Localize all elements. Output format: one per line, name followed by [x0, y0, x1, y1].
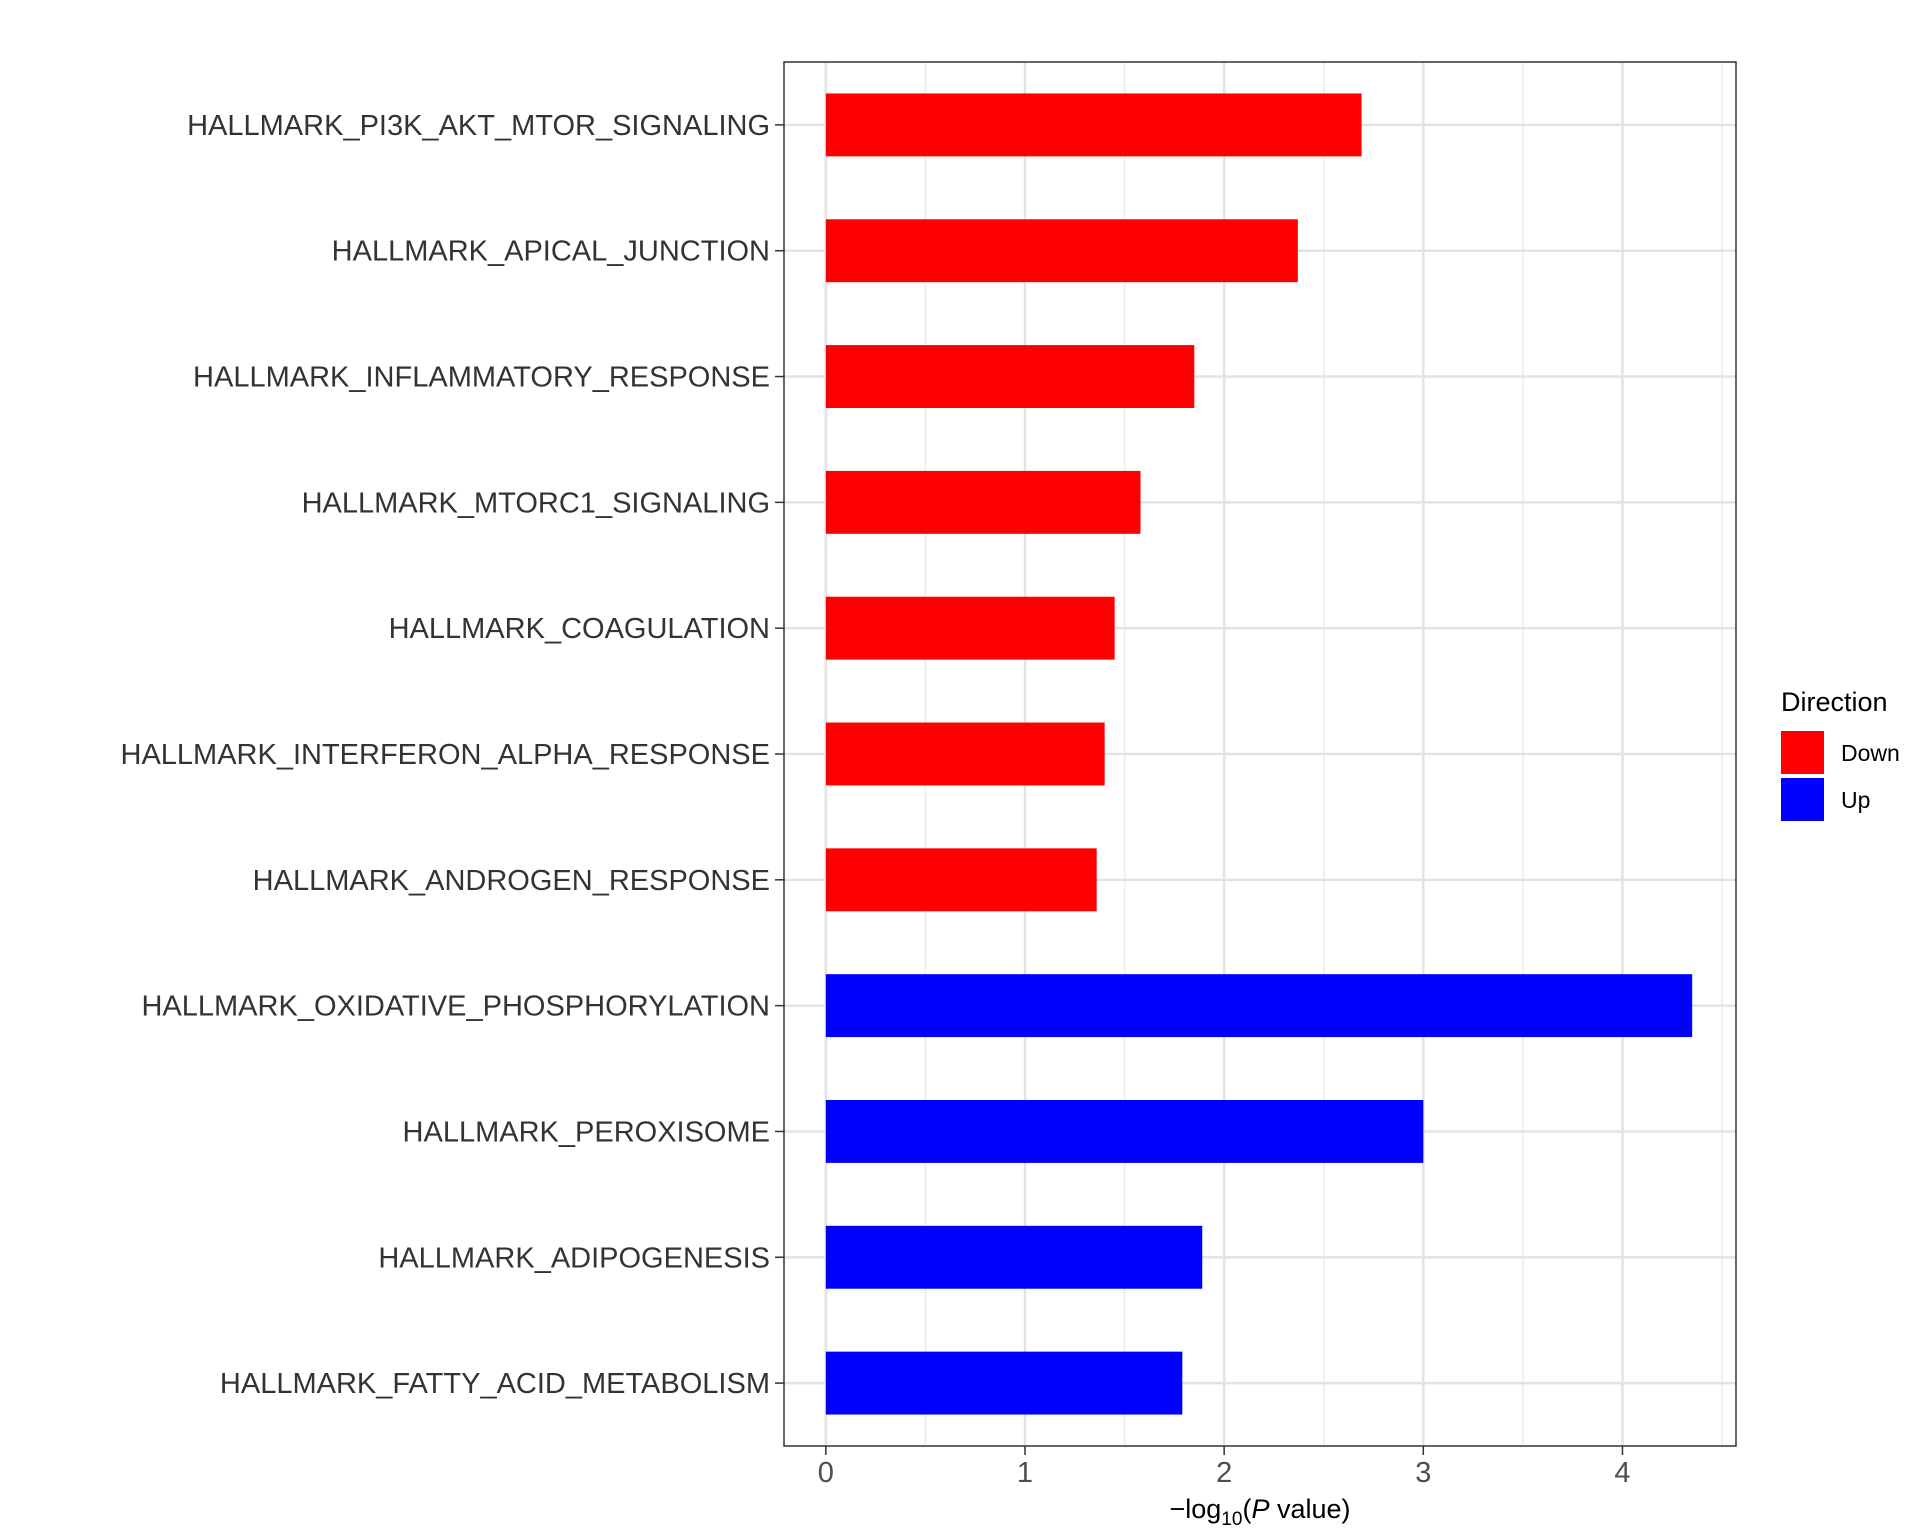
bars: [825, 93, 1693, 1415]
x-axis-title-open: (: [1242, 1494, 1251, 1524]
bar-hallmark-fatty-acid-metabolism: [825, 1351, 1183, 1415]
bar-hallmark-adipogenesis: [825, 1225, 1203, 1289]
y-tick-label: HALLMARK_PI3K_AKT_MTOR_SIGNALING: [187, 110, 770, 142]
x-axis: 0 1 2 3 4: [818, 1446, 1631, 1489]
bar-hallmark-interferon-alpha-response: [825, 722, 1105, 786]
legend-entries: Down Up: [1781, 731, 1900, 821]
y-tick-label: HALLMARK_INTERFERON_ALPHA_RESPONSE: [121, 739, 770, 771]
legend-title: Direction: [1781, 687, 1888, 717]
x-axis-title-italic: P: [1251, 1494, 1269, 1524]
y-tick-label: HALLMARK_APICAL_JUNCTION: [332, 236, 770, 268]
y-axis: HALLMARK_PI3K_AKT_MTOR_SIGNALING HALLMARK…: [121, 110, 784, 1400]
bar-hallmark-pi3k-akt-mtor-signaling: [825, 93, 1362, 157]
bar-hallmark-inflammatory-response: [825, 345, 1195, 408]
x-tick-label: 0: [818, 1457, 834, 1489]
bar-hallmark-peroxisome: [825, 1100, 1424, 1163]
y-tick-label: HALLMARK_MTORC1_SIGNALING: [302, 487, 770, 519]
legend-label-up: Up: [1841, 787, 1870, 813]
bar-hallmark-coagulation: [825, 596, 1115, 660]
x-axis-title-suffix: value): [1269, 1494, 1350, 1524]
y-tick-label: HALLMARK_ADIPOGENESIS: [378, 1242, 770, 1274]
y-tick-label: HALLMARK_INFLAMMATORY_RESPONSE: [193, 362, 770, 394]
x-axis-title-subscript: 10: [1221, 1509, 1242, 1530]
x-tick-label: 1: [1017, 1457, 1033, 1489]
y-tick-label: HALLMARK_OXIDATIVE_PHOSPHORYLATION: [141, 991, 770, 1023]
x-tick-label: 2: [1216, 1457, 1232, 1489]
y-tick-label: HALLMARK_ANDROGEN_RESPONSE: [253, 865, 770, 897]
x-axis-title-prefix: −log: [1169, 1494, 1221, 1524]
x-axis-title: −log10(P value): [1169, 1494, 1350, 1530]
legend-label-down: Down: [1841, 740, 1900, 766]
bar-hallmark-apical-junction: [825, 219, 1298, 283]
y-tick-label: HALLMARK_PEROXISOME: [403, 1116, 770, 1148]
x-tick-label: 4: [1614, 1457, 1630, 1489]
bar-hallmark-oxidative-phosphorylation: [825, 974, 1693, 1038]
x-tick-label: 3: [1415, 1457, 1431, 1489]
legend: Direction Down Up: [1781, 687, 1900, 821]
y-tick-label: HALLMARK_FATTY_ACID_METABOLISM: [220, 1368, 770, 1400]
legend-swatch-up: [1781, 778, 1824, 821]
legend-swatch-down: [1781, 731, 1824, 774]
bar-hallmark-mtorc1-signaling: [825, 470, 1141, 534]
y-tick-label: HALLMARK_COAGULATION: [389, 613, 770, 645]
bar-hallmark-androgen-response: [825, 848, 1097, 912]
